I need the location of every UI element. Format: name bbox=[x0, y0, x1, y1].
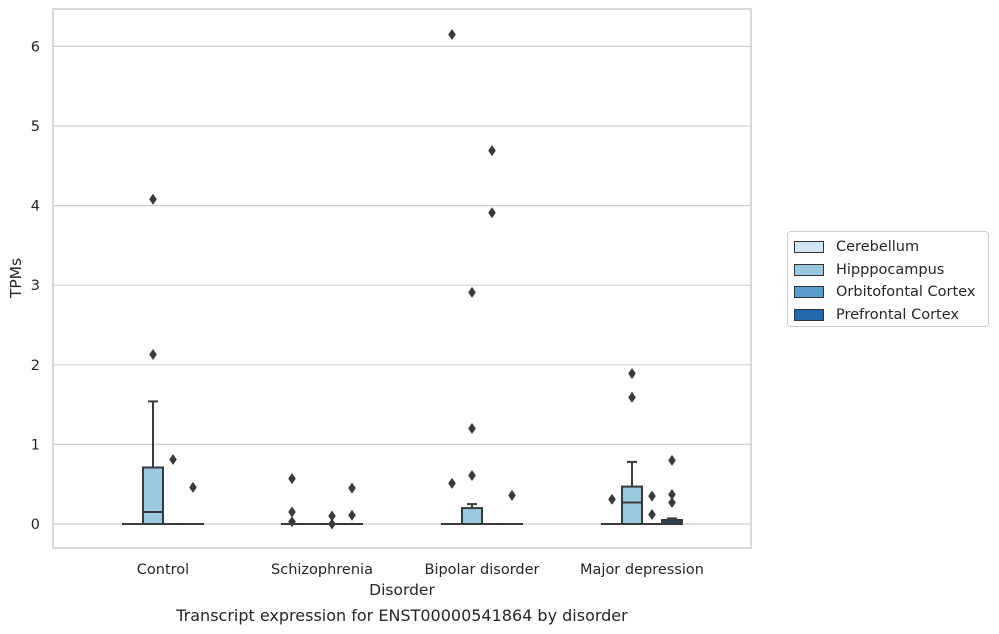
y-tick-label: 2 bbox=[31, 358, 40, 374]
outlier-point bbox=[488, 145, 496, 157]
y-tick-label: 5 bbox=[31, 119, 40, 135]
outlier-point bbox=[628, 368, 636, 380]
legend-item: Hipppocampus bbox=[794, 259, 988, 282]
y-tick-label: 3 bbox=[31, 278, 40, 294]
y-axis-label: TPMs bbox=[7, 258, 25, 299]
y-tick-label: 6 bbox=[31, 39, 40, 55]
legend-swatch bbox=[794, 308, 824, 321]
y-tick-labels: 0 1 2 3 4 5 6 bbox=[31, 39, 40, 533]
outlier-point bbox=[648, 508, 656, 520]
outlier-point bbox=[508, 489, 516, 501]
legend-item: Orbitofontal Cortex bbox=[794, 281, 988, 304]
outlier-point bbox=[288, 473, 296, 485]
legend-label: Cerebellum bbox=[836, 239, 920, 256]
outlier-point bbox=[468, 469, 476, 481]
y-tick-label: 1 bbox=[31, 437, 40, 453]
x-axis-label: Disorder bbox=[369, 581, 435, 599]
legend-swatch bbox=[794, 286, 824, 299]
outlier-point bbox=[648, 490, 656, 502]
outlier-point bbox=[628, 391, 636, 403]
x-tick-labels: Control Schizophrenia Bipolar disorder Majo… bbox=[137, 562, 704, 578]
chart-title: Transcript expression for ENST0000054186… bbox=[176, 606, 628, 625]
outlier-point bbox=[189, 481, 197, 493]
legend-swatch bbox=[794, 263, 824, 276]
legend-item: Prefrontal Cortex bbox=[794, 304, 988, 327]
legend-item: Cerebellum bbox=[794, 236, 988, 259]
outlier-point bbox=[288, 516, 296, 528]
outlier-point bbox=[448, 477, 456, 489]
y-tick-label: 4 bbox=[31, 199, 40, 215]
outlier-point bbox=[468, 422, 476, 434]
outlier-point bbox=[169, 454, 177, 466]
box-marks bbox=[122, 28, 683, 530]
outlier-point bbox=[668, 454, 676, 466]
x-tick-label: Control bbox=[137, 562, 189, 578]
outlier-point bbox=[348, 509, 356, 521]
outlier-point bbox=[468, 286, 476, 298]
outlier-point bbox=[328, 518, 336, 530]
legend: Cerebellum Hipppocampus Orbitofontal Cor… bbox=[787, 231, 989, 327]
box bbox=[461, 507, 483, 525]
outlier-point bbox=[348, 482, 356, 494]
legend-label: Hipppocampus bbox=[836, 261, 945, 278]
outlier-point bbox=[149, 348, 157, 360]
outlier-point bbox=[668, 497, 676, 509]
plot-frame bbox=[52, 8, 752, 549]
box bbox=[621, 485, 643, 526]
legend-swatch bbox=[794, 241, 824, 254]
outlier-point bbox=[328, 510, 336, 522]
legend-label: Orbitofontal Cortex bbox=[836, 284, 976, 301]
x-tick-label: Major depression bbox=[580, 562, 704, 578]
box bbox=[142, 466, 164, 526]
outlier-point bbox=[608, 493, 616, 505]
grid-lines bbox=[53, 45, 751, 525]
x-tick-label: Bipolar disorder bbox=[425, 562, 540, 578]
outlier-point bbox=[288, 506, 296, 518]
y-tick-label: 0 bbox=[31, 517, 40, 533]
legend-label: Prefrontal Cortex bbox=[836, 306, 959, 323]
outlier-point bbox=[668, 489, 676, 501]
x-tick-label: Schizophrenia bbox=[271, 562, 373, 578]
outlier-point bbox=[149, 193, 157, 205]
outlier-point bbox=[448, 28, 456, 40]
outlier-point bbox=[488, 207, 496, 219]
